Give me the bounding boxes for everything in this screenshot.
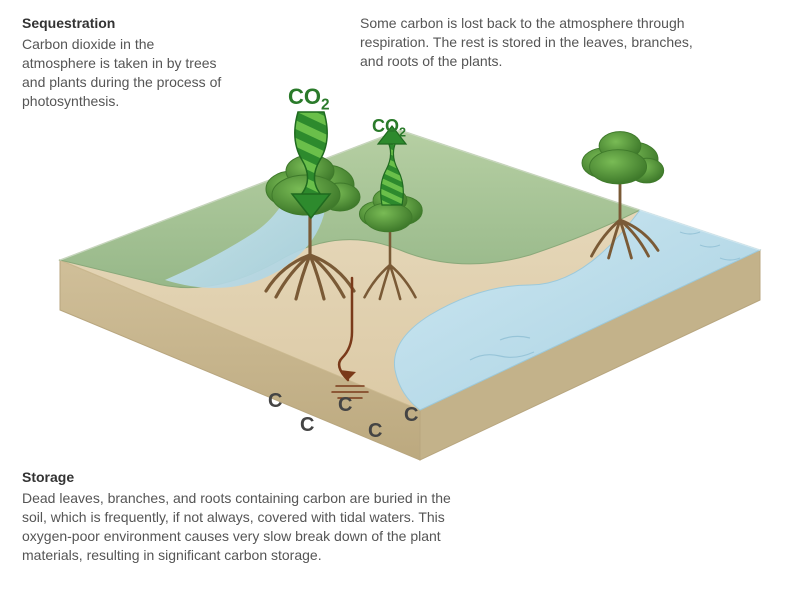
respiration-text: Some carbon is lost back to the atmosphe…: [360, 14, 720, 71]
co2-up-text: CO: [372, 116, 399, 136]
co2-down-text: CO: [288, 84, 321, 109]
sequestration-text: Sequestration Carbon dioxide in the atmo…: [22, 14, 222, 110]
respiration-body: Some carbon is lost back to the atmosphe…: [360, 14, 720, 71]
carbon-c-2: C: [338, 394, 352, 417]
storage-text: Storage Dead leaves, branches, and roots…: [22, 468, 462, 564]
sequestration-body: Carbon dioxide in the atmosphere is take…: [22, 35, 222, 111]
carbon-c-3: C: [368, 420, 382, 443]
carbon-c-1: C: [300, 414, 314, 437]
sequestration-title: Sequestration: [22, 14, 222, 33]
carbon-c-0: C: [268, 390, 282, 413]
co2-down-sub: 2: [321, 96, 330, 113]
carbon-c-4: C: [404, 404, 418, 427]
co2-label-down: CO2: [288, 84, 330, 114]
co2-label-up: CO2: [372, 116, 406, 140]
co2-up-sub: 2: [399, 126, 406, 140]
storage-body: Dead leaves, branches, and roots contain…: [22, 489, 462, 565]
storage-title: Storage: [22, 468, 462, 487]
